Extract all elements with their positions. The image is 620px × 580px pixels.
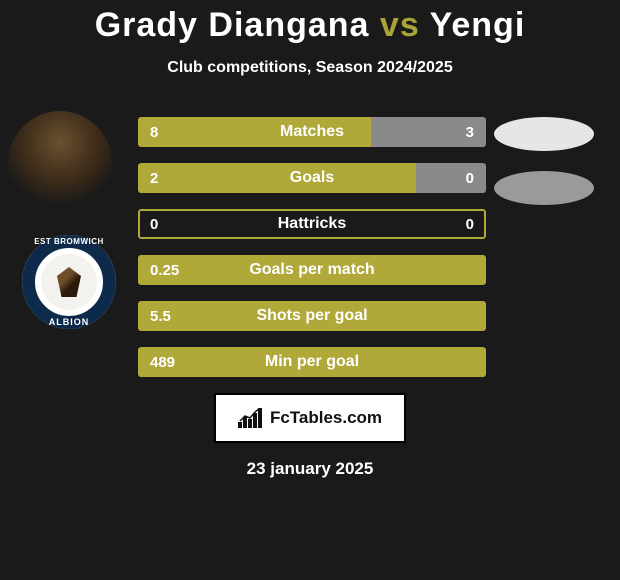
stat-row: 5.5Shots per goal bbox=[138, 301, 486, 331]
stat-bar-fill bbox=[138, 301, 486, 331]
club-badge: EST BROMWICH ALBION bbox=[22, 235, 116, 329]
player2-name: Yengi bbox=[430, 6, 526, 44]
stat-value-left: 0 bbox=[150, 216, 158, 233]
badge-bottom-text: ALBION bbox=[49, 317, 90, 327]
date-text: 23 january 2025 bbox=[0, 459, 620, 479]
badge-inner bbox=[41, 254, 97, 310]
stat-bar-left bbox=[138, 117, 371, 147]
page-title: Grady Diangana vs Yengi bbox=[0, 0, 620, 45]
stat-value-left: 0.25 bbox=[150, 262, 179, 279]
stat-value-left: 8 bbox=[150, 124, 158, 141]
stat-bar-right bbox=[416, 163, 486, 193]
subtitle: Club competitions, Season 2024/2025 bbox=[0, 59, 620, 77]
stat-value-left: 489 bbox=[150, 354, 175, 371]
vs-text: vs bbox=[380, 6, 420, 44]
right-column bbox=[494, 113, 614, 225]
stat-bar-left bbox=[138, 163, 416, 193]
player2-ellipse bbox=[494, 117, 594, 151]
footer-badge: FcTables.com bbox=[214, 393, 406, 443]
stat-row: 20Goals bbox=[138, 163, 486, 193]
stat-value-right: 3 bbox=[466, 124, 474, 141]
player1-avatar bbox=[8, 111, 112, 215]
footer-site-text: FcTables.com bbox=[270, 408, 382, 428]
left-column: EST BROMWICH ALBION bbox=[8, 111, 118, 329]
player1-name: Grady Diangana bbox=[95, 6, 370, 44]
player2-ellipse bbox=[494, 171, 594, 205]
stat-bar-empty bbox=[138, 209, 486, 239]
stat-value-left: 2 bbox=[150, 170, 158, 187]
fctables-logo-icon bbox=[238, 408, 264, 428]
stat-value-right: 0 bbox=[466, 216, 474, 233]
stat-row: 489Min per goal bbox=[138, 347, 486, 377]
stat-row: 83Matches bbox=[138, 117, 486, 147]
stat-bar-fill bbox=[138, 255, 486, 285]
content-area: EST BROMWICH ALBION 83Matches20Goals00Ha… bbox=[0, 117, 620, 377]
stat-value-left: 5.5 bbox=[150, 308, 171, 325]
stat-row: 00Hattricks bbox=[138, 209, 486, 239]
stat-row: 0.25Goals per match bbox=[138, 255, 486, 285]
badge-top-text: EST BROMWICH bbox=[34, 237, 104, 246]
stat-bar-fill bbox=[138, 347, 486, 377]
stat-value-right: 0 bbox=[466, 170, 474, 187]
badge-bird-icon bbox=[54, 267, 84, 297]
stat-bars: 83Matches20Goals00Hattricks0.25Goals per… bbox=[138, 117, 486, 377]
